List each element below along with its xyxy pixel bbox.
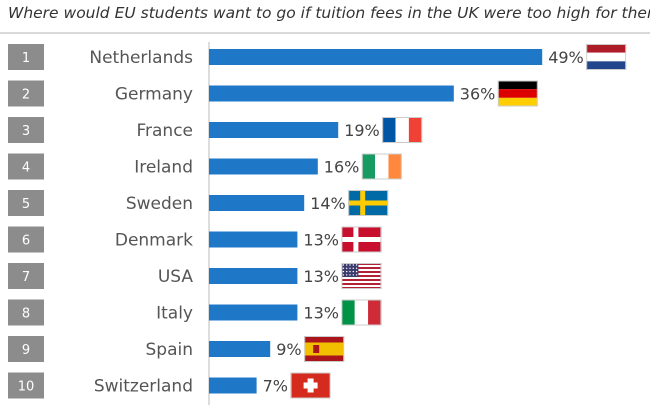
flag-border — [341, 263, 382, 289]
bar — [209, 268, 298, 284]
germany-flag-icon — [497, 80, 538, 107]
title-divider — [0, 32, 650, 34]
rank-number: 4 — [22, 161, 30, 176]
rank-number: 10 — [18, 380, 35, 395]
france-flag-icon — [382, 117, 423, 143]
switzerland-flag-icon — [290, 372, 331, 399]
value-label: 36% — [460, 85, 496, 104]
value-label: 19% — [344, 121, 380, 140]
bar — [209, 158, 318, 175]
rank-box — [8, 190, 44, 216]
bar — [209, 49, 543, 65]
rank-box — [8, 117, 44, 143]
country-label: Ireland — [134, 158, 193, 178]
value-label: 49% — [548, 48, 584, 67]
country-label: Sweden — [126, 194, 193, 214]
flag-border — [348, 190, 389, 216]
flag-border — [497, 80, 538, 107]
rank-number: 9 — [22, 343, 30, 358]
country-label: Germany — [115, 85, 193, 105]
bar — [209, 304, 298, 321]
italy-flag-icon — [341, 299, 382, 326]
country-label: USA — [158, 267, 194, 287]
bar — [209, 341, 271, 357]
country-label: Switzerland — [94, 377, 193, 397]
country-label: Denmark — [115, 231, 193, 251]
flag-border — [361, 153, 402, 180]
flag-border — [586, 44, 627, 70]
rank-box — [8, 263, 44, 289]
rank-number: 5 — [22, 197, 30, 212]
flag-border — [341, 299, 382, 326]
country-label: Spain — [146, 340, 194, 360]
flag-border — [341, 226, 382, 253]
rank-number: 1 — [22, 51, 30, 66]
bar — [209, 195, 305, 211]
rank-box — [8, 336, 44, 362]
flag-border — [382, 117, 423, 143]
value-label: 7% — [263, 377, 288, 396]
bar — [209, 377, 257, 394]
value-label: 9% — [276, 340, 301, 359]
value-label: 13% — [303, 267, 339, 286]
ireland-flag-icon — [361, 153, 402, 180]
chart-title: Where would EU students want to go if tu… — [8, 4, 650, 22]
rank-box — [8, 226, 44, 253]
spain-flag-icon — [304, 336, 345, 362]
sweden-flag-icon — [348, 190, 389, 216]
rank-number: 6 — [22, 234, 30, 249]
rank-box — [8, 80, 44, 107]
denmark-flag-icon — [341, 226, 382, 253]
rank-number: 2 — [22, 88, 30, 103]
country-label: Italy — [156, 304, 193, 324]
flag-border — [290, 372, 331, 399]
rank-box — [8, 372, 44, 399]
bar — [209, 85, 454, 102]
bar — [209, 122, 339, 138]
value-label: 13% — [303, 304, 339, 323]
usa-flag-icon — [341, 263, 382, 289]
rank-box — [8, 153, 44, 180]
rank-number: 8 — [22, 307, 30, 322]
value-label: 14% — [310, 194, 346, 213]
rank-number: 3 — [22, 124, 30, 139]
value-label: 13% — [303, 231, 339, 250]
rank-box — [8, 44, 44, 70]
country-label: France — [136, 121, 193, 141]
bar — [209, 231, 298, 248]
flag-border — [304, 336, 345, 362]
rank-number: 7 — [22, 270, 30, 285]
country-label: Netherlands — [89, 48, 193, 68]
rank-box — [8, 299, 44, 326]
value-label: 16% — [324, 158, 360, 177]
netherlands-flag-icon — [586, 44, 627, 70]
